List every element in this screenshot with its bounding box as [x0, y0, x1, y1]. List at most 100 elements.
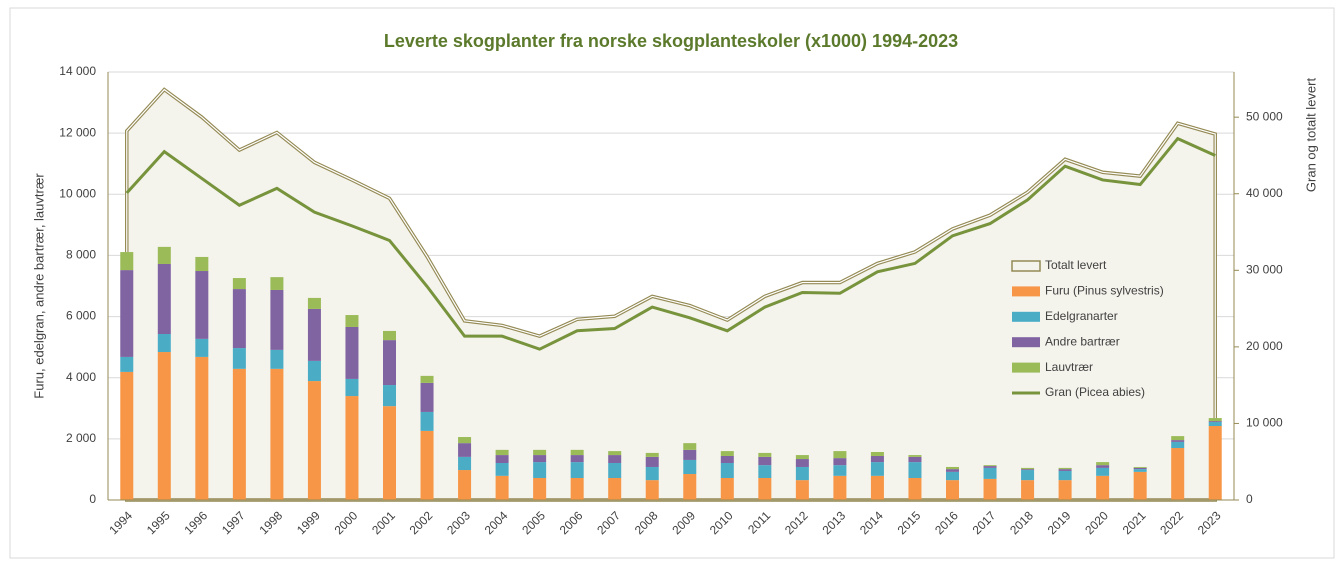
bar-segment [495, 449, 509, 456]
bar-segment [1021, 480, 1035, 500]
bar-segment [157, 352, 171, 500]
legend-swatch [1011, 260, 1041, 272]
bar-segment [458, 443, 472, 457]
bar-segment [533, 462, 547, 478]
bar-segment [307, 381, 321, 500]
bar-segment [795, 455, 809, 460]
bar-segment [983, 466, 997, 468]
gran-line [125, 136, 1216, 351]
bar-segment [195, 338, 209, 357]
bar-segment [1096, 462, 1110, 466]
bar-segment [157, 263, 171, 334]
bar-segment [420, 411, 434, 431]
bar-segment [983, 467, 997, 479]
y2-tick-label: 0 [1246, 492, 1253, 506]
bar-segment [1096, 475, 1110, 500]
bar-segment [570, 449, 584, 456]
y-tick-label: 4 000 [66, 370, 96, 384]
y-tick-label: 6 000 [66, 309, 96, 323]
y2-axis-title: Gran og totalt levert [1303, 78, 1318, 193]
bar-segment [157, 333, 171, 353]
y2-tick-label: 10 000 [1246, 416, 1283, 430]
bar-segment [1171, 436, 1185, 441]
bar-segment [645, 456, 659, 467]
bar-segment [232, 289, 246, 349]
bar-segment [1058, 469, 1072, 471]
y2-tick-label: 30 000 [1246, 262, 1283, 276]
y-tick-label: 0 [89, 492, 96, 506]
bar-segment [495, 463, 509, 476]
y-tick-label: 10 000 [59, 186, 96, 200]
bar-segment [720, 477, 734, 500]
bar-segment [383, 385, 396, 407]
y-tick-label: 2 000 [66, 431, 96, 445]
bar-segment [1058, 470, 1072, 481]
bar-segment [683, 449, 697, 460]
y2-tick-label: 40 000 [1246, 186, 1283, 200]
bar-segment [1133, 471, 1147, 500]
bar-segment [345, 315, 359, 327]
bar-segment [608, 455, 622, 464]
bar-segment [1171, 440, 1185, 442]
bar-segment [120, 270, 134, 357]
bar-segment [908, 456, 922, 463]
bar-segment [195, 356, 209, 500]
bar-segment [1171, 441, 1185, 449]
legend-label: Lauvtrær [1045, 360, 1093, 374]
bar-segment [1208, 418, 1222, 422]
bar-segment [232, 348, 246, 369]
legend-label: Furu (Pinus sylvestris) [1045, 284, 1164, 298]
bar-segment [683, 474, 697, 500]
bar-segment [983, 465, 997, 467]
bar-segment [683, 443, 697, 450]
bar-segment [420, 375, 434, 383]
bar-segment [833, 458, 847, 466]
legend-swatch [1012, 311, 1040, 322]
bar-segment [307, 360, 321, 382]
bar-segment [232, 368, 246, 500]
bar-segment [608, 463, 622, 478]
total-area-inner [126, 88, 1216, 501]
legend-label: Andre bartrær [1045, 334, 1120, 348]
bar-segment [383, 340, 396, 386]
bar-segment [1096, 465, 1110, 468]
bar-segment [270, 368, 284, 500]
bar-segment [870, 462, 884, 476]
bar-segment [570, 462, 584, 478]
legend-label: Edelgranarter [1045, 309, 1118, 323]
bar-segment [232, 278, 246, 290]
bar-segment [795, 480, 809, 500]
bar-segment [720, 451, 734, 456]
bar-segment [683, 459, 697, 475]
bar-segment [645, 452, 659, 457]
bar-segment [307, 297, 321, 309]
bar-segment [345, 396, 359, 500]
chart-title: Leverte skogplanter fra norske skogplant… [384, 31, 958, 51]
bar-segment [1133, 466, 1147, 468]
bar-segment [1171, 448, 1185, 500]
bar-segment [120, 356, 134, 372]
bar-segment [345, 326, 359, 379]
bar-segment [758, 477, 772, 500]
bar-segment [458, 470, 472, 500]
bar-segment [795, 459, 809, 467]
bar-segment [1208, 426, 1222, 500]
bar-segment [645, 466, 659, 481]
bar-segment [1058, 480, 1072, 500]
bar-segment [458, 437, 472, 444]
legend-label: Gran (Picea abies) [1045, 385, 1145, 399]
y2-tick-label: 20 000 [1246, 339, 1283, 353]
bar-segment [720, 455, 734, 464]
y2-tick-label: 50 000 [1246, 109, 1283, 123]
bar-segment [758, 465, 772, 478]
bar-segment [946, 469, 959, 472]
bar-segment [608, 477, 622, 500]
bar-segment [383, 406, 396, 500]
bar-segment [870, 452, 884, 456]
bar-segment [458, 456, 472, 471]
y-axis-title: Furu, edelgran, andre bartrær, lauvtrær [31, 173, 46, 399]
bar-segment [946, 471, 959, 481]
bar-segment [1208, 422, 1222, 427]
y-tick-label: 14 000 [59, 64, 96, 78]
bar-segment [1021, 470, 1035, 481]
